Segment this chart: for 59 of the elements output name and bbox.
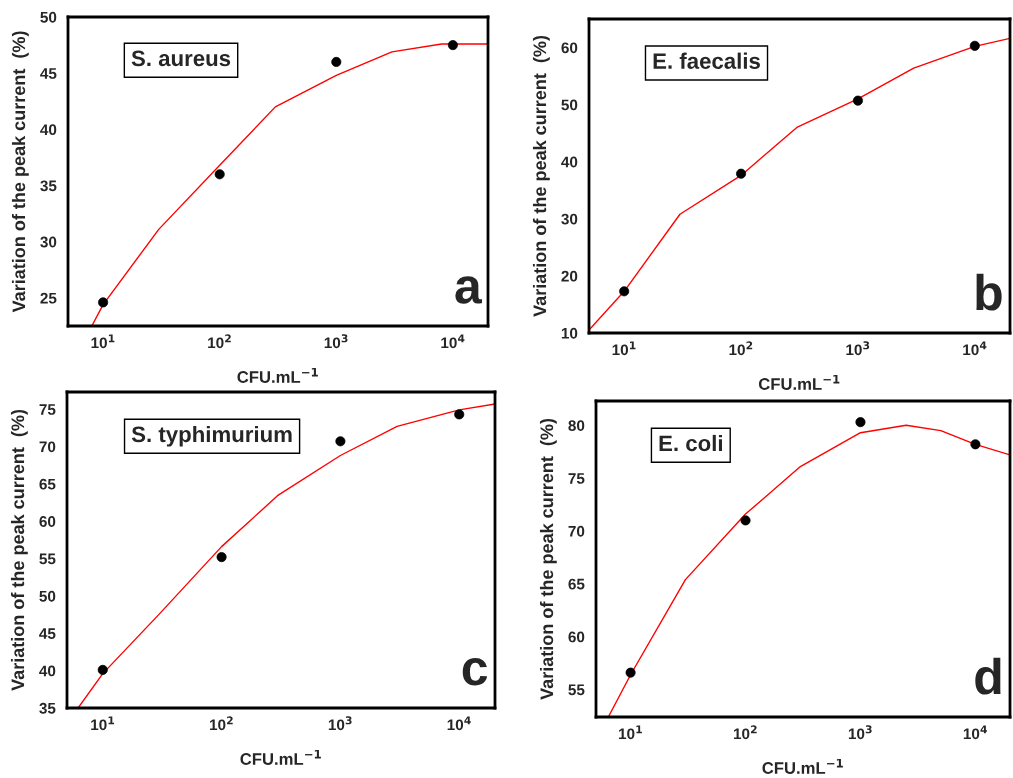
x-tick-label: 10$^{2}$ xyxy=(729,341,753,356)
x-tick-label: 10$^{3}$ xyxy=(328,716,352,731)
x-axis-title: CFU.mL$^{−1}$ xyxy=(758,374,840,390)
y-tick-label: 65 xyxy=(39,478,56,490)
annotation: E. faecalis xyxy=(653,52,760,69)
x-tick-label: 10$^{1}$ xyxy=(91,334,115,349)
annotation: E. coli xyxy=(659,434,722,452)
y-tick-label: 55 xyxy=(39,553,56,565)
y-tick-label: 50 xyxy=(40,11,57,23)
y-tick-label: 70 xyxy=(568,525,585,537)
x-tick-label: 10$^{2}$ xyxy=(208,334,231,349)
y-tick-label: 50 xyxy=(561,99,578,111)
x-tick-label: 10$^{1}$ xyxy=(91,716,115,731)
y-tick-label: 65 xyxy=(568,578,585,590)
y-tick-label: 55 xyxy=(568,684,585,696)
annotation: S. aureus xyxy=(131,50,231,67)
y-axis-title: Variation of the peak current (%) xyxy=(11,31,29,313)
y-tick-label: 75 xyxy=(39,404,56,415)
y-axis-title: Variation of the peak current (%) xyxy=(10,409,28,691)
annotation: b xyxy=(976,273,1002,311)
x-tick-label: 10$^{4}$ xyxy=(963,725,987,740)
x-tick-label: 10$^{2}$ xyxy=(733,725,757,740)
y-tick-label: 30 xyxy=(40,236,57,248)
y-tick-label: 40 xyxy=(39,665,56,677)
x-axis-title: CFU.mL$^{−1}$ xyxy=(240,749,321,765)
y-tick-label: 40 xyxy=(561,156,578,168)
x-tick-label: 10$^{4}$ xyxy=(441,334,465,349)
y-tick-label: 10 xyxy=(561,327,578,339)
x-tick-label: 10$^{1}$ xyxy=(619,725,642,740)
x-axis-title: CFU.mL$^{−1}$ xyxy=(762,758,843,774)
x-tick-label: 10$^{4}$ xyxy=(963,341,987,356)
y-tick-label: 60 xyxy=(568,631,585,643)
y-tick-label: 45 xyxy=(39,628,56,639)
y-tick-label: 25 xyxy=(40,292,57,304)
x-tick-label: 10$^{3}$ xyxy=(846,341,870,356)
x-tick-label: 10$^{2}$ xyxy=(210,716,233,731)
y-axis-title: Variation of the peak current (%) xyxy=(532,35,550,317)
y-tick-label: 50 xyxy=(39,590,56,602)
y-tick-label: 45 xyxy=(40,68,57,79)
y-tick-label: 35 xyxy=(40,180,57,192)
y-tick-label: 60 xyxy=(561,42,578,54)
annotation: d xyxy=(975,657,1001,695)
annotation: a xyxy=(455,276,483,304)
annotation: c xyxy=(462,658,488,686)
y-tick-label: 60 xyxy=(39,516,56,527)
y-tick-label: 40 xyxy=(40,124,57,136)
annotation: S. typhimurium xyxy=(131,425,292,447)
x-tick-label: 10$^{4}$ xyxy=(447,716,471,731)
y-tick-label: 20 xyxy=(561,270,578,282)
y-tick-label: 80 xyxy=(568,420,585,431)
x-tick-label: 10$^{3}$ xyxy=(848,725,872,740)
x-tick-label: 10$^{3}$ xyxy=(324,334,348,349)
y-tick-label: 75 xyxy=(568,473,585,484)
y-tick-label: 30 xyxy=(561,213,578,225)
x-axis-title: CFU.mL$^{−1}$ xyxy=(237,367,318,383)
y-tick-label: 35 xyxy=(39,702,56,714)
y-axis-title: Variation of the peak current (%) xyxy=(539,418,557,700)
x-tick-label: 10$^{1}$ xyxy=(612,341,636,356)
y-tick-label: 70 xyxy=(39,441,56,453)
